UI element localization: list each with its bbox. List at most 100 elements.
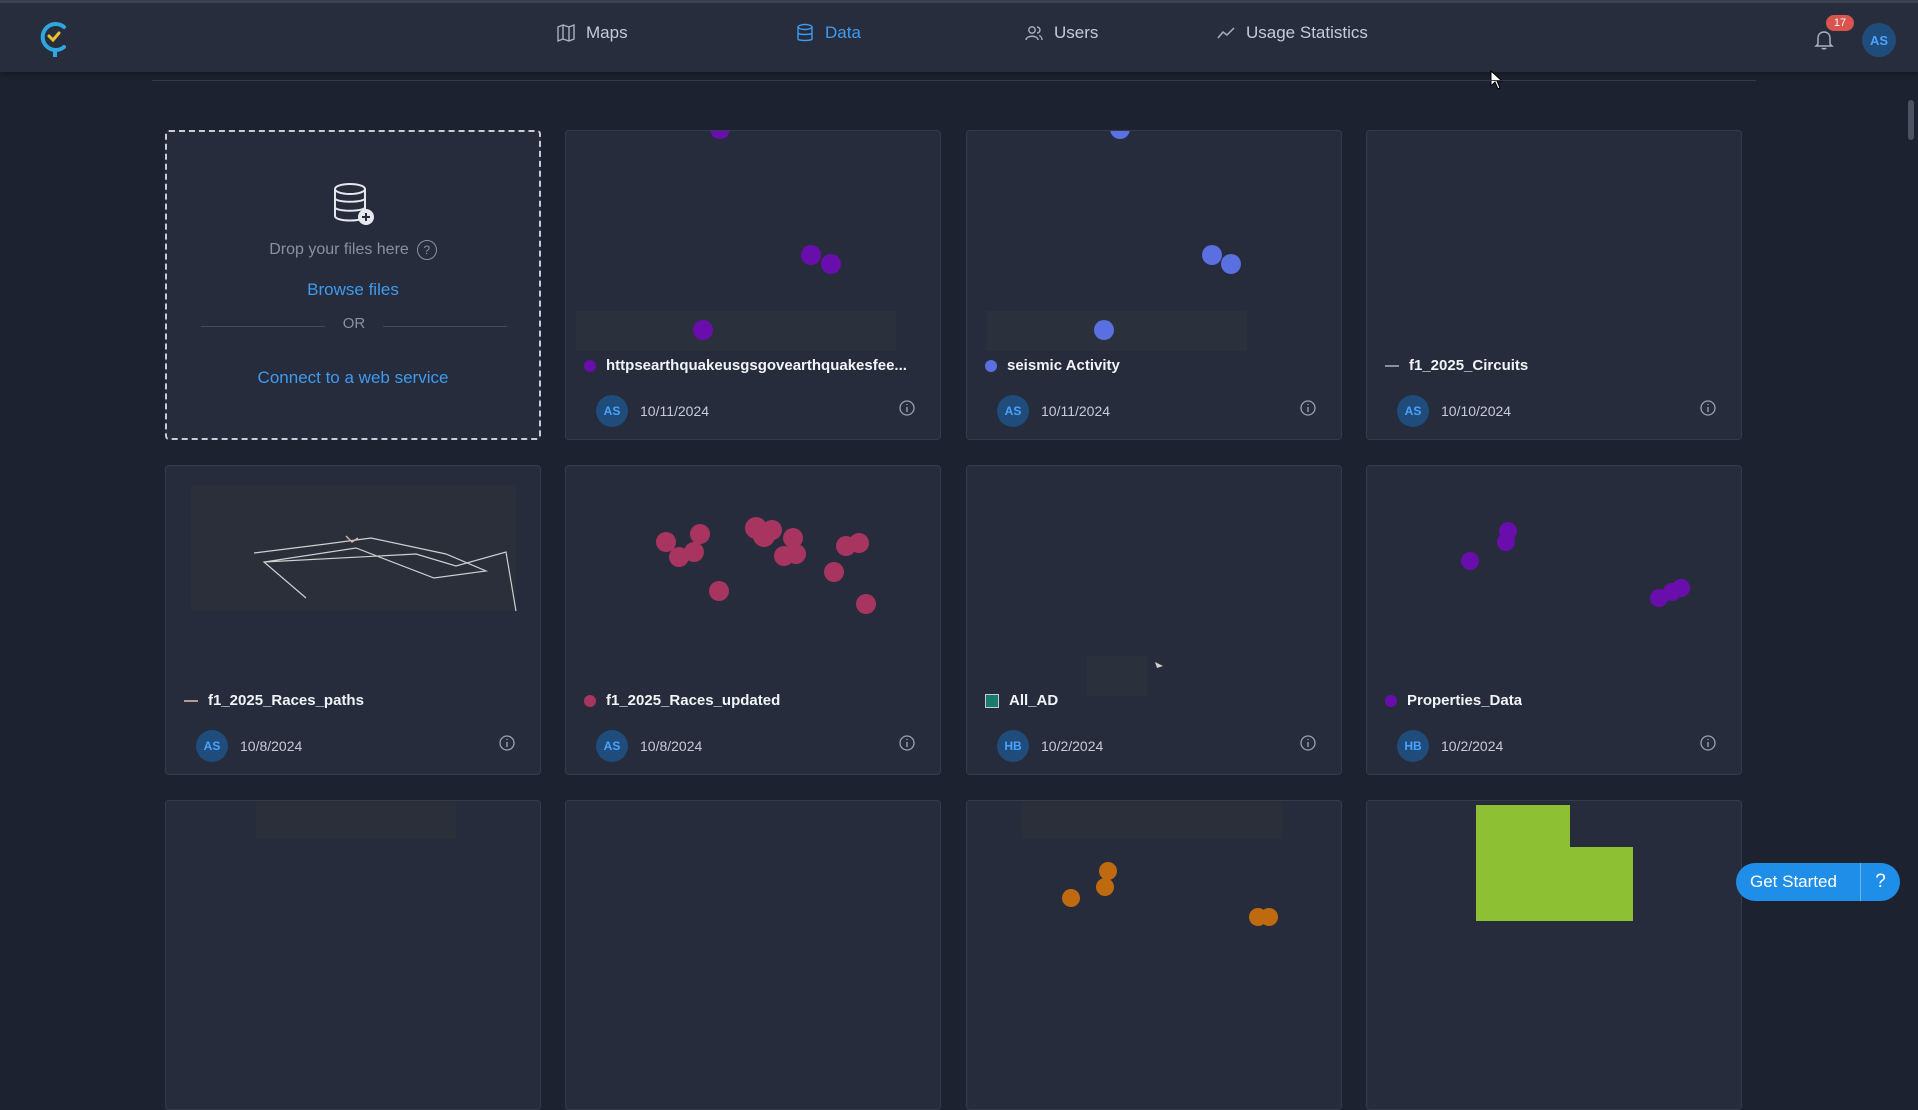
app-logo-icon[interactable] (38, 19, 72, 59)
dataset-preview (576, 131, 896, 351)
owner-avatar: HB (997, 730, 1029, 762)
dataset-date: 10/11/2024 (640, 403, 710, 419)
dataset-preview (1461, 522, 1690, 607)
dataset-card[interactable]: f1_2025_Circuits AS 10/10/2024 (1366, 130, 1742, 440)
owner-avatar: AS (1397, 395, 1429, 427)
dataset-card[interactable] (1366, 800, 1742, 1110)
legend-dot (584, 694, 596, 707)
nav-item-usage-statistics[interactable]: Usage Statistics (1216, 23, 1368, 43)
dataset-preview (191, 486, 517, 612)
dataset-meta: AS 10/11/2024 (997, 395, 1110, 427)
database-upload-icon (334, 183, 374, 225)
dataset-title: f1_2025_Circuits (1385, 357, 1725, 374)
legend-dot (985, 359, 997, 372)
dataset-preview (1476, 805, 1633, 921)
dataset-title: Properties_Data (1385, 692, 1725, 709)
dataset-meta: HB 10/2/2024 (1397, 730, 1503, 762)
top-navigation-bar: Maps Data Users Usage Statistics 17 AS (0, 0, 1918, 72)
dataset-date: 10/8/2024 (640, 738, 703, 754)
map-icon (557, 23, 575, 43)
dataset-card[interactable]: httpsearthquakeusgsgovearthquakesfee... … (565, 130, 941, 440)
dataset-meta: AS 10/8/2024 (596, 730, 702, 762)
drop-files-label: Drop your files here (269, 241, 409, 259)
info-icon[interactable] (1699, 399, 1717, 417)
nav-label-users: Users (1054, 23, 1099, 42)
nav-item-data[interactable]: Data (795, 23, 861, 43)
nav-label-data: Data (825, 23, 861, 42)
info-icon[interactable] (1299, 399, 1317, 417)
database-icon (797, 23, 813, 42)
dataset-card[interactable] (565, 800, 941, 1110)
get-started-button[interactable]: Get Started ? (1736, 863, 1900, 901)
user-avatar[interactable]: AS (1862, 23, 1896, 57)
dataset-preview (1087, 656, 1163, 696)
info-icon[interactable] (1299, 734, 1317, 752)
dataset-meta: AS 10/11/2024 (596, 395, 709, 427)
owner-avatar: AS (596, 395, 628, 427)
legend-dot (1385, 694, 1397, 707)
dataset-card[interactable]: Properties_Data HB 10/2/2024 (1366, 465, 1742, 775)
dataset-date: 10/2/2024 (1441, 738, 1504, 754)
info-icon[interactable] (898, 399, 916, 417)
dataset-card[interactable]: seismic Activity AS 10/11/2024 (966, 130, 1342, 440)
owner-avatar: HB (1397, 730, 1429, 762)
info-icon[interactable] (1699, 734, 1717, 752)
nav-label-usage-statistics: Usage Statistics (1246, 23, 1368, 42)
dataset-card[interactable]: f1_2025_Races_paths AS 10/8/2024 (165, 465, 541, 775)
browse-files-link[interactable]: Browse files (307, 280, 399, 299)
owner-avatar: AS (596, 730, 628, 762)
dataset-meta: AS 10/10/2024 (1397, 395, 1511, 427)
or-label: OR (325, 315, 383, 332)
dataset-date: 10/2/2024 (1041, 738, 1104, 754)
info-icon[interactable] (898, 734, 916, 752)
dataset-name: Properties_Data (1407, 692, 1523, 709)
dataset-preview (566, 801, 941, 1031)
dataset-title: httpsearthquakeusgsgovearthquakesfee... (584, 357, 924, 374)
dataset-card[interactable]: All_AD HB 10/2/2024 (966, 465, 1342, 775)
upload-dropzone[interactable]: Drop your files here? Browse files OR Co… (165, 130, 541, 440)
dataset-meta: HB 10/2/2024 (997, 730, 1103, 762)
dataset-preview (1022, 801, 1282, 926)
page-scrollbar[interactable] (1908, 100, 1914, 140)
owner-avatar: AS (196, 730, 228, 762)
legend-dot (584, 359, 596, 372)
dataset-name: f1_2025_Races_paths (208, 692, 364, 709)
help-icon[interactable]: ? (1860, 863, 1900, 901)
dataset-title: All_AD (985, 692, 1325, 709)
trend-icon (1217, 27, 1235, 39)
drop-files-text: Drop your files here? (167, 240, 539, 260)
dataset-title: seismic Activity (985, 357, 1325, 374)
connect-web-service-link[interactable]: Connect to a web service (257, 368, 449, 387)
dataset-card[interactable] (165, 800, 541, 1110)
dataset-preview (656, 517, 876, 614)
get-started-label: Get Started (1750, 872, 1837, 891)
dataset-preview (256, 801, 456, 839)
nav-label-maps: Maps (586, 23, 628, 42)
dataset-name: f1_2025_Circuits (1409, 357, 1529, 374)
legend-square (985, 693, 999, 708)
dataset-card[interactable]: f1_2025_Races_updated AS 10/8/2024 (565, 465, 941, 775)
dataset-name: httpsearthquakeusgsgovearthquakesfee... (606, 357, 907, 374)
dataset-name: seismic Activity (1007, 357, 1120, 374)
dataset-date: 10/10/2024 (1441, 403, 1512, 419)
notification-badge: 17 (1826, 15, 1854, 31)
dataset-meta: AS 10/8/2024 (196, 730, 302, 762)
content-divider (152, 80, 1756, 81)
dataset-name: f1_2025_Races_updated (606, 692, 781, 709)
dataset-name: All_AD (1009, 692, 1059, 709)
dataset-date: 10/8/2024 (240, 738, 303, 754)
info-icon[interactable] (498, 734, 516, 752)
dataset-preview (987, 131, 1247, 351)
legend-line (184, 699, 198, 702)
dataset-card[interactable] (966, 800, 1342, 1110)
nav-item-maps[interactable]: Maps (556, 23, 628, 43)
legend-line (1385, 364, 1399, 367)
dataset-preview (1367, 131, 1742, 361)
users-icon (1025, 26, 1043, 41)
help-icon[interactable]: ? (416, 240, 437, 260)
dataset-date: 10/11/2024 (1041, 403, 1111, 419)
owner-avatar: AS (997, 395, 1029, 427)
bell-icon[interactable] (1812, 27, 1836, 51)
dataset-title: f1_2025_Races_updated (584, 692, 924, 709)
nav-item-users[interactable]: Users (1024, 23, 1098, 43)
